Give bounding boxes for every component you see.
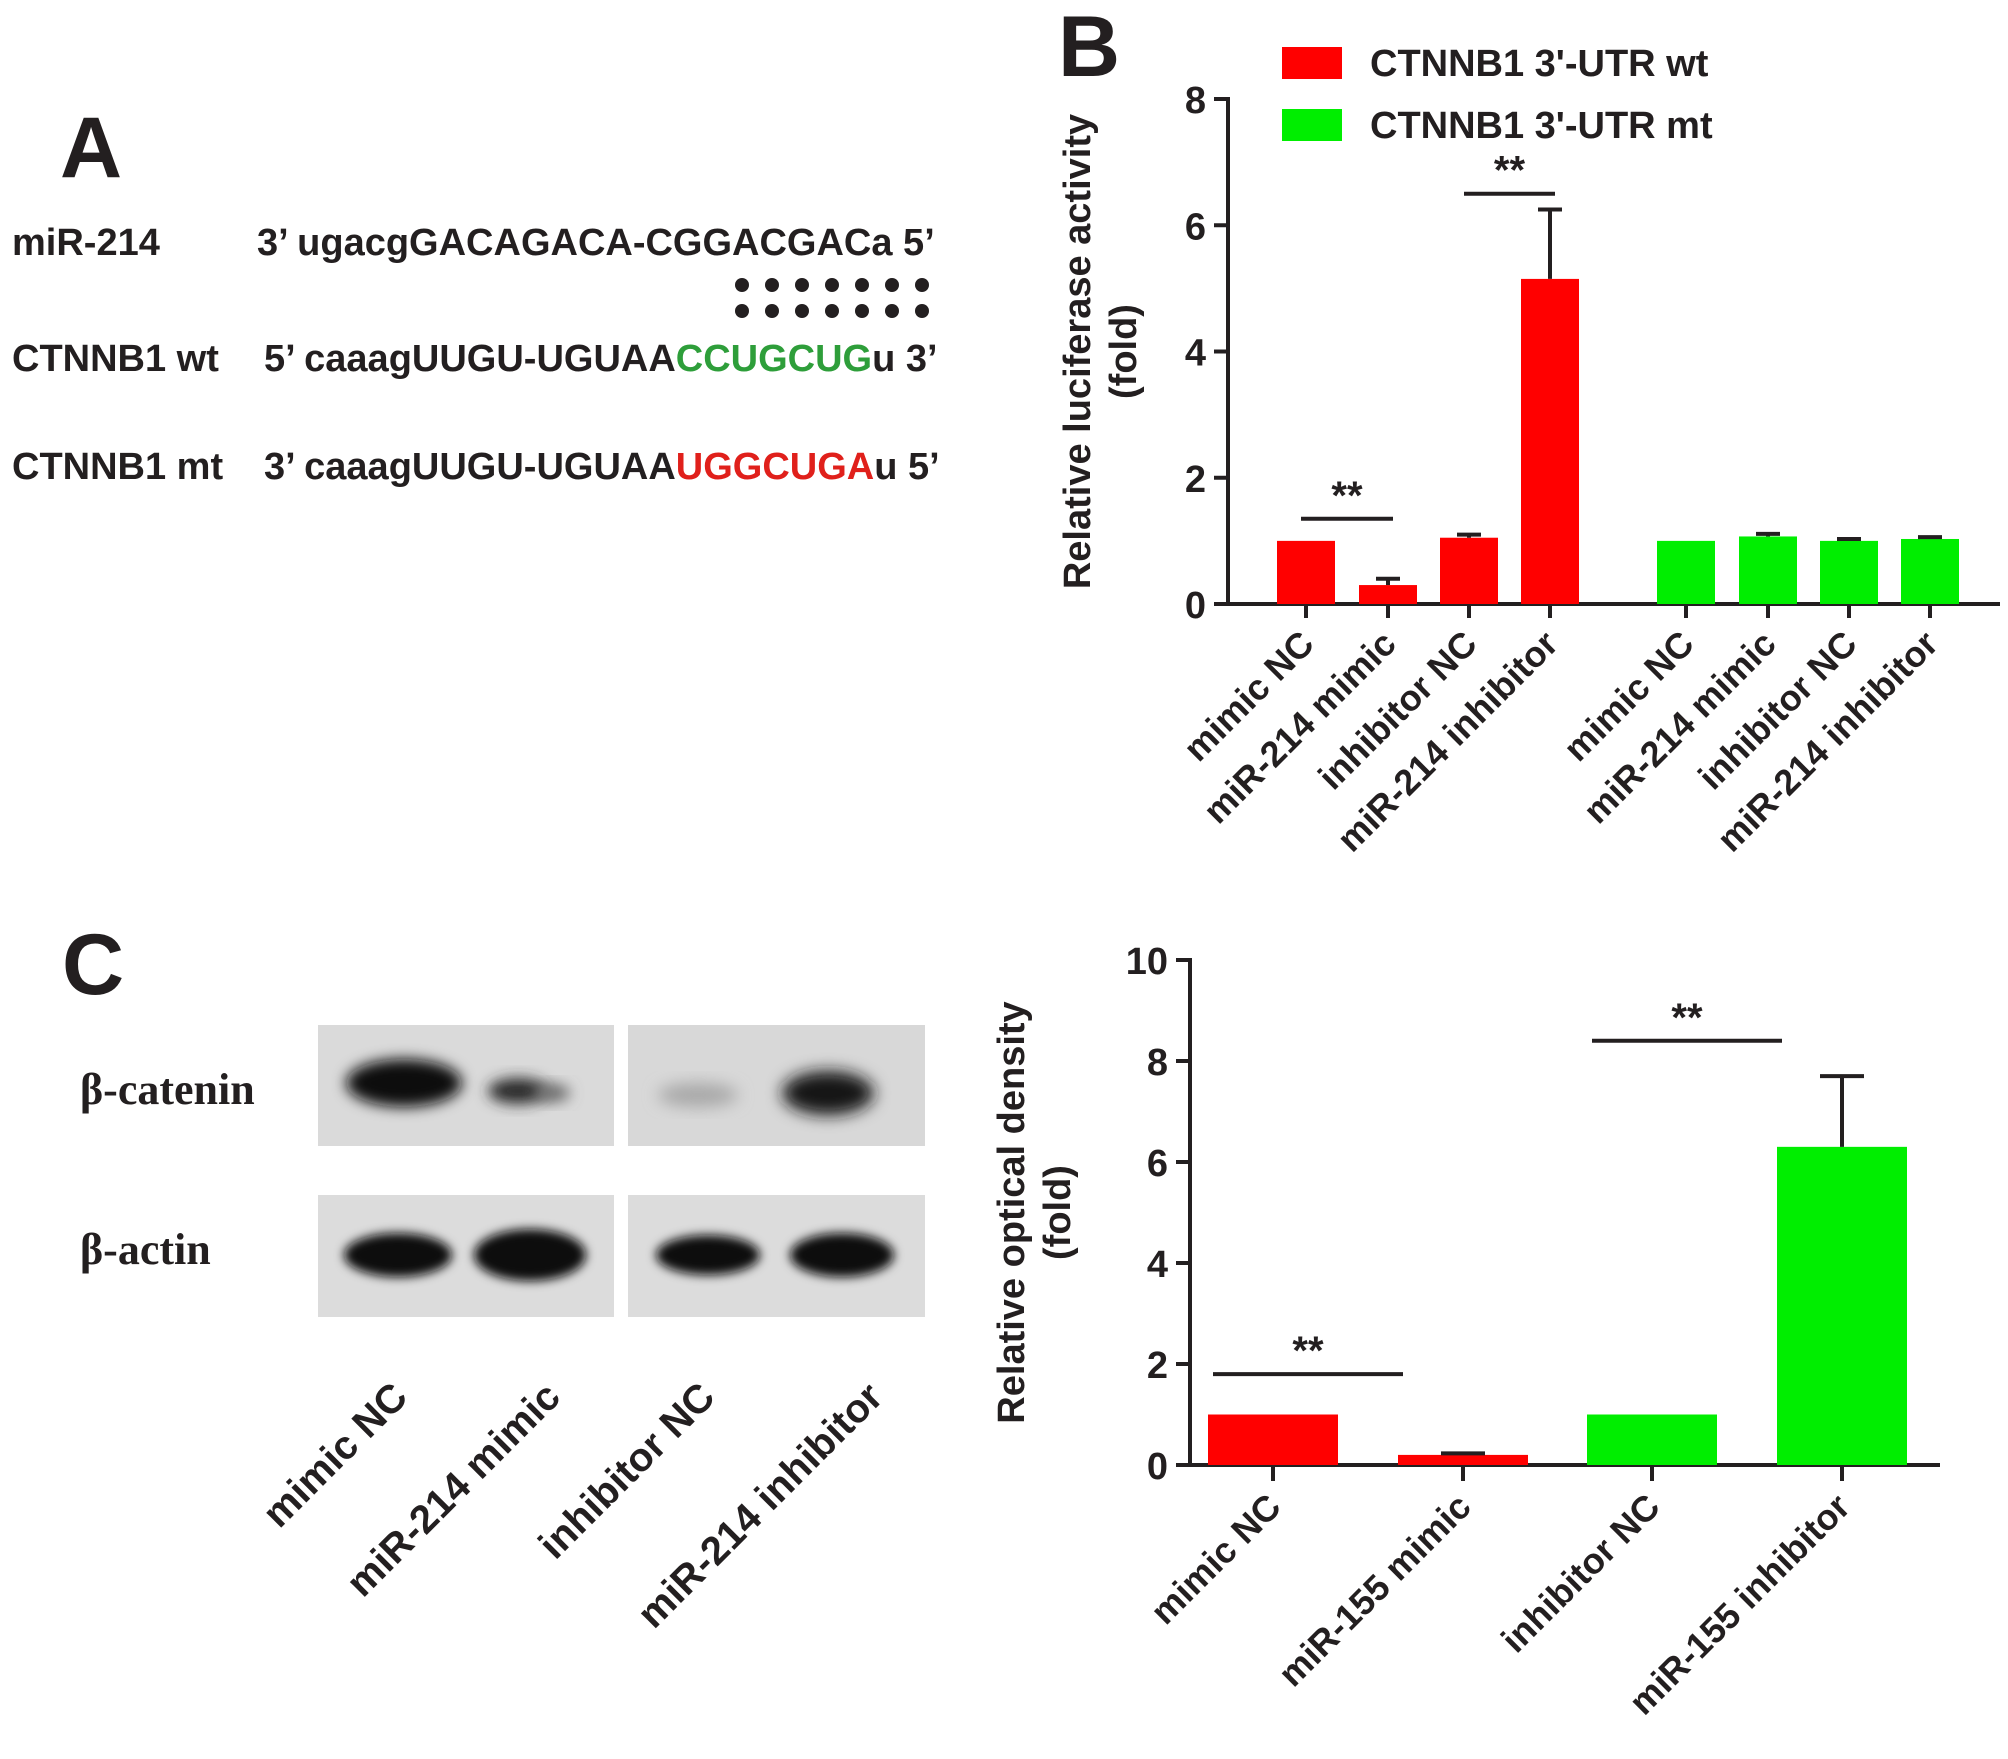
x-tick-label: miR-214 mimic [1575,623,1784,832]
bar [1587,1414,1717,1465]
bar [1398,1454,1528,1465]
bar [1739,536,1797,604]
sequence-label: CTNNB1 mt [12,446,224,488]
sequence-label: miR-214 [12,222,160,264]
sequence-row-ctnnb1-mt: CTNNB1 mt 3’ caaagUUGU-UGUAAUGGCUGAu 5’ [12,448,1012,494]
legend-label: CTNNB1 3'-UTR mt [1370,105,1713,147]
x-tick-label: mimic NC [1142,1486,1288,1632]
x-tick-label: miR-155 mimic [1270,1486,1479,1695]
legend-swatch [1282,109,1342,141]
x-tick-label: mimic NC [1175,623,1321,769]
x-tick-label: miR-155 inhibitor [1621,1486,1858,1723]
base-pair-dots [735,278,935,328]
blot-bands [656,1233,894,1277]
y-axis-label: Relative optical density [991,1001,1033,1423]
legend-swatch [1282,47,1342,79]
y-tick-label: 6 [1147,1143,1168,1185]
western-blot-beta-actin-right [628,1195,925,1317]
panel-c-letter: C [62,917,125,1013]
sequence-text: 3’ caaagUUGU-UGUAAUGGCUGAu 5’ [264,448,940,486]
bar [1440,537,1498,604]
significance-label: ** [1671,996,1703,1040]
sequence-text: 5’ caaagUUGU-UGUAACCUGCUGu 3’ [264,340,938,378]
blot-bands [346,1059,570,1107]
significance-label: ** [1331,474,1363,518]
y-tick-label: 4 [1185,333,1206,375]
significance-label: ** [1494,149,1526,193]
panel-b-letter: B [1058,0,1121,95]
y-tick-label: 8 [1185,80,1206,122]
x-tick-label: inhibitor NC [1493,1486,1668,1661]
sequence-row-ctnnb1-wt: CTNNB1 wt 5’ caaagUUGU-UGUAACCUGCUGu 3’ [12,340,1012,386]
bar [1901,538,1959,604]
western-blot-beta-catenin-left [318,1025,614,1146]
bar [1820,540,1878,604]
y-axis-label: (fold) [1103,304,1145,399]
x-tick-label: inhibitor NC [1690,623,1865,798]
x-tick-label: miR-214 mimic [1195,623,1404,832]
bar [1359,585,1417,604]
y-tick-label: 2 [1147,1345,1168,1387]
bar [1521,278,1579,604]
y-tick-label: 10 [1126,941,1168,983]
western-blot-beta-actin-left [318,1195,614,1317]
blot-lane-label: mimic NC [253,1374,416,1537]
x-tick-label: mimic NC [1555,623,1701,769]
significance-label: ** [1292,1329,1324,1373]
y-tick-label: 2 [1185,459,1206,501]
y-tick-label: 0 [1185,585,1206,627]
legend-label: CTNNB1 3'-UTR wt [1370,43,1709,85]
x-tick-label: miR-214 inhibitor [1709,623,1946,860]
y-axis-label: (fold) [1037,1165,1079,1260]
sequence-label: CTNNB1 wt [12,338,219,380]
y-tick-label: 8 [1147,1042,1168,1084]
y-axis-label: Relative luciferase activity [1057,114,1099,589]
x-tick-label: inhibitor NC [1310,623,1485,798]
sequence-prefix: 5’ caaagUUGU-UGUAA [264,338,676,380]
sequence-highlight-red: UGGCUGA [675,446,875,488]
blot-row-label-beta-actin: β-actin [80,1225,211,1274]
bar [1777,1146,1907,1465]
sequence-prefix: 3’ caaagUUGU-UGUAA [264,446,676,488]
sequence-highlight-green: CCUGCUG [675,338,873,380]
sequence-text: 3’ ugacgGACAGACA-CGGACGACa 5’ [257,224,935,262]
y-tick-label: 0 [1147,1446,1168,1488]
blot-row-label-beta-catenin: β-catenin [80,1065,255,1114]
sequence-prefix: 3’ ugacgGACAGACA-CGGACGACa 5’ [257,222,935,264]
sequence-row-mir214: miR-214 3’ ugacgGACAGACA-CGGACGACa 5’ [12,224,1012,270]
y-tick-label: 4 [1147,1244,1168,1286]
bar [1277,540,1335,604]
blot-bands [344,1229,586,1281]
panel-a-letter: A [60,100,123,196]
bar [1208,1414,1338,1465]
y-tick-label: 6 [1185,206,1206,248]
x-tick-label: miR-214 inhibitor [1329,623,1566,860]
sequence-suffix: u 5’ [874,446,940,488]
western-blot-beta-catenin-right [628,1025,925,1146]
bar [1657,540,1715,604]
sequence-suffix: u 3’ [872,338,938,380]
blot-bands [658,1071,874,1115]
